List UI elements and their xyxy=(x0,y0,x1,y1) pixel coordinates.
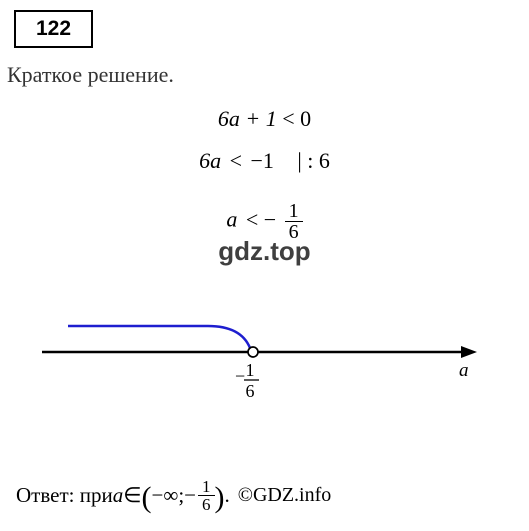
svg-text:1: 1 xyxy=(246,360,255,380)
eq1-lhs: 6a + 1 xyxy=(218,106,277,131)
numberline-diagram: −16 a xyxy=(0,298,529,418)
answer-frac-num: 1 xyxy=(198,478,215,496)
eq1-op: < xyxy=(282,106,294,131)
eq1-rhs: 0 xyxy=(300,106,311,131)
answer-minus: − xyxy=(184,483,196,508)
answer-neginf: −∞; xyxy=(152,483,185,508)
eq2-note: | : 6 xyxy=(297,148,330,173)
numberline-svg: −16 a xyxy=(0,298,529,418)
eq2-op: < xyxy=(230,148,242,173)
equation-line-2: 6a < −1 | : 6 xyxy=(0,148,529,174)
answer-in: ∈ xyxy=(123,483,141,508)
svg-text:−: − xyxy=(235,366,245,386)
problem-number: 122 xyxy=(36,17,71,40)
answer-prefix: Ответ: при xyxy=(16,483,113,508)
eq3-frac-num: 1 xyxy=(285,201,303,222)
svg-text:a: a xyxy=(459,360,469,381)
eq2-rhs: −1 xyxy=(250,148,273,173)
eq2-lhs: 6a xyxy=(199,148,221,173)
answer-period: . xyxy=(225,483,230,508)
answer-variable: a xyxy=(113,483,124,508)
answer-frac-den: 6 xyxy=(198,496,215,513)
answer-line: Ответ: при a ∈ ( −∞; − 1 6 ) . ©GDZ.info xyxy=(16,478,331,513)
problem-number-box: 122 xyxy=(14,10,93,48)
subtitle: Краткое решение. xyxy=(7,62,174,88)
watermark: gdz.top xyxy=(0,236,529,267)
answer-fraction: 1 6 xyxy=(198,478,215,513)
svg-text:6: 6 xyxy=(246,381,255,401)
eq3-op: < − xyxy=(246,207,276,232)
eq3-lhs: a xyxy=(226,207,237,232)
copyright: ©GDZ.info xyxy=(238,484,332,507)
equation-line-1: 6a + 1 < 0 xyxy=(0,106,529,132)
